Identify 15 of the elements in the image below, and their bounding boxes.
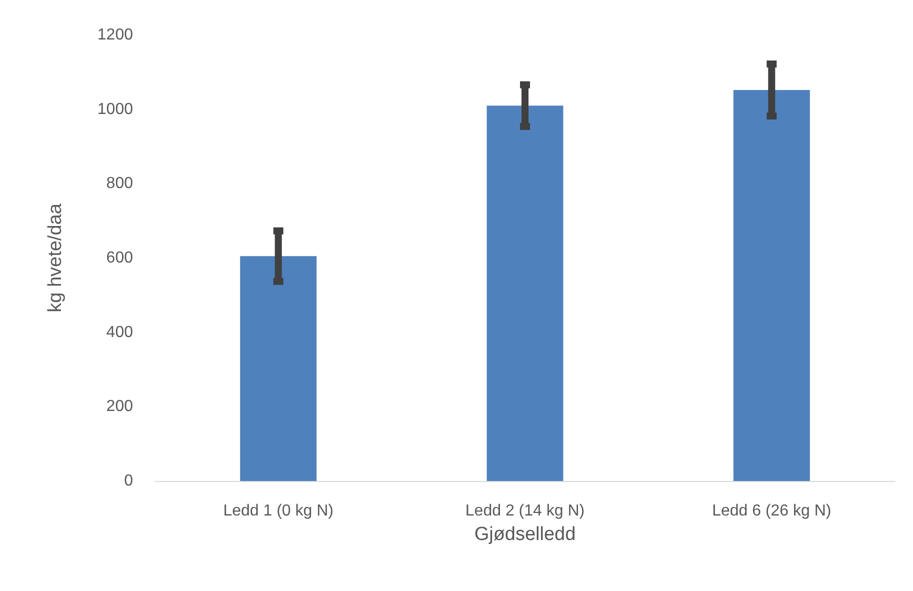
bar [486,106,564,481]
y-tick-label: 1000 [97,100,134,118]
x-tick-label: Ledd 1 (0 kg N) [223,502,334,520]
y-tick-label: 0 [124,472,134,490]
y-tick-label: 400 [106,324,134,341]
bar [733,90,810,481]
y-tick-label: 600 [106,250,134,266]
y-tick-label: 800 [106,175,134,192]
x-tick-label: Ledd 6 (26 kg N) [712,502,832,520]
y-axis-title: kg hvete/daa [45,203,66,312]
x-axis-title: Gjødselledd [474,524,576,545]
x-tick-label: Ledd 2 (14 kg N) [465,502,585,520]
bar [240,256,317,481]
y-tick-label: 200 [106,398,134,416]
y-tick-label: 1200 [97,26,134,44]
